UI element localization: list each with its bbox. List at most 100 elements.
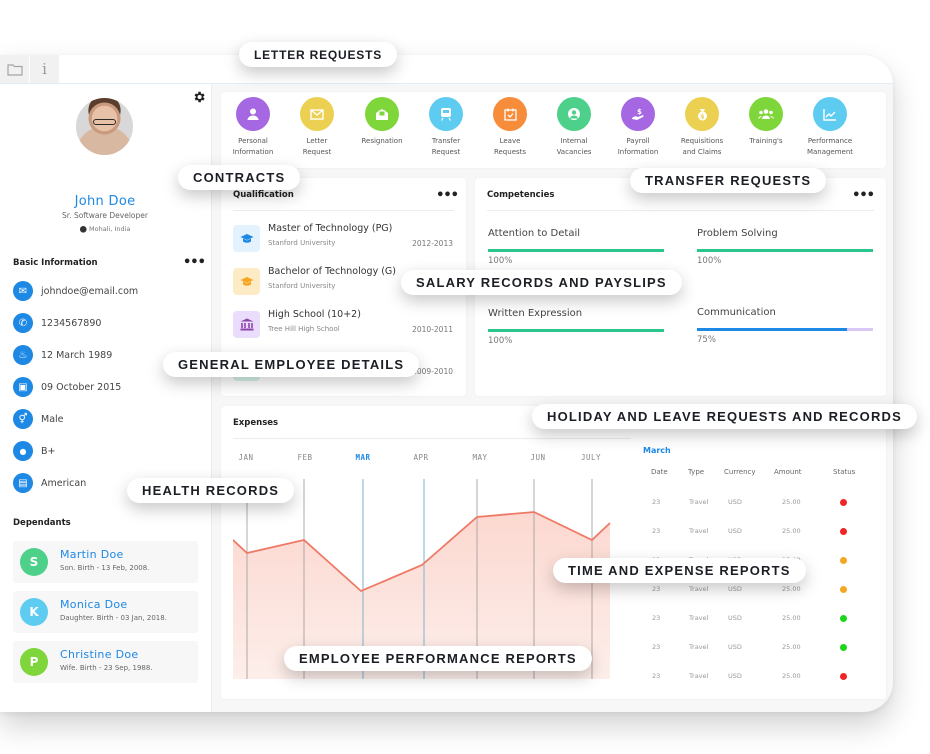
status-dot xyxy=(840,557,847,564)
hand-dollar-icon: $ xyxy=(632,108,644,120)
dependant-name: Christine Doe xyxy=(60,648,139,661)
dependant-card[interactable]: S Martin Doe Son. Birth - 13 Feb, 2008. xyxy=(13,541,198,583)
envelope-icon xyxy=(310,108,324,120)
qualification-more-button[interactable]: ••• xyxy=(436,188,459,203)
expense-row[interactable]: 23 Travel USD 25.00 xyxy=(641,585,881,597)
dependant-name: Monica Doe xyxy=(60,598,128,611)
institution-icon xyxy=(233,311,260,338)
info-icon: i xyxy=(42,60,47,78)
competencies-more-button[interactable]: ••• xyxy=(852,188,875,203)
money-bag-icon: $ xyxy=(697,109,707,121)
dependant-detail: Daughter. Birth - 03 Jan, 2018. xyxy=(60,614,167,622)
svg-text:$: $ xyxy=(637,108,642,116)
qualification-item[interactable]: High School (10+2) Tree Hill High School… xyxy=(233,309,455,339)
info-row-gender: ⚥ Male xyxy=(13,409,64,429)
competency-progress-bar xyxy=(488,329,664,332)
month-tab-apr[interactable]: APR xyxy=(413,453,429,462)
expense-row[interactable]: 23 Travel USD 25.00 xyxy=(641,672,881,684)
callout-time-expense: TIME AND EXPENSE REPORTS xyxy=(553,558,806,583)
status-dot xyxy=(840,673,847,680)
quick-link-leave-requests[interactable]: Leave Requests xyxy=(478,97,542,158)
birthday-cake-icon: ♨ xyxy=(13,345,33,365)
calendar-icon: ▣ xyxy=(13,377,33,397)
info-row-nationality: ▤ American xyxy=(13,473,86,493)
qualification-item[interactable]: Bachelor of Technology (G) Stanford Univ… xyxy=(233,266,455,296)
basic-info-title: Basic Information xyxy=(13,258,98,268)
settings-gear-icon[interactable] xyxy=(192,90,206,104)
folder-button[interactable] xyxy=(0,55,29,83)
expense-row[interactable]: 23 Travel USD 25.00 xyxy=(641,527,881,539)
svg-text:$: $ xyxy=(700,114,704,121)
callout-general-employee-details: GENERAL EMPLOYEE DETAILS xyxy=(163,352,420,377)
callout-letter-requests: LETTER REQUESTS xyxy=(239,42,398,67)
quick-link-requisitions-and-claims[interactable]: $ Requisitions and Claims xyxy=(670,97,734,158)
status-dot xyxy=(840,528,847,535)
email-icon: ✉ xyxy=(13,281,33,301)
callout-health-records: HEALTH RECORDS xyxy=(127,478,295,503)
quick-link-personal-information[interactable]: Personal Information xyxy=(221,97,285,158)
info-row-email: ✉ johndoe@email.com xyxy=(13,281,138,301)
dependant-avatar: P xyxy=(20,648,48,676)
quick-link-performance-management[interactable]: Performance Management xyxy=(798,97,862,158)
calendar-check-icon xyxy=(503,108,517,121)
dependant-card[interactable]: P Christine Doe Wife. Birth - 23 Sep, 19… xyxy=(13,641,198,683)
month-tab-may[interactable]: MAY xyxy=(472,453,488,462)
callout-contracts: CONTRACTS xyxy=(178,165,301,190)
info-button[interactable]: i xyxy=(30,55,59,83)
expense-row[interactable]: 23 Travel USD 25.00 xyxy=(641,498,881,510)
status-dot xyxy=(840,615,847,622)
quick-link-payroll-information[interactable]: $ Payroll Information xyxy=(606,97,670,158)
expense-table-month: March xyxy=(643,446,671,455)
folder-icon xyxy=(6,63,23,76)
train-icon xyxy=(440,108,452,121)
callout-holiday-leave: HOLIDAY AND LEAVE REQUESTS AND RECORDS xyxy=(532,404,917,429)
quick-links-bar: Personal Information Letter Request Resign… xyxy=(221,92,886,168)
id-card-icon: ▤ xyxy=(13,473,33,493)
month-tab-mar[interactable]: MAR xyxy=(355,453,371,462)
dependant-detail: Wife. Birth - 23 Sep, 1988. xyxy=(60,664,153,672)
competency-problem-solving: Problem Solving 100% xyxy=(697,228,873,266)
basic-info-more-button[interactable]: ••• xyxy=(183,255,206,270)
competency-progress-bar xyxy=(697,328,873,331)
competency-written-expression: Written Expression 100% xyxy=(488,308,664,346)
callout-transfer-requests: TRANSFER REQUESTS xyxy=(630,168,827,193)
expenses-title: Expenses xyxy=(233,418,279,428)
profile-role: Sr. Software Developer xyxy=(62,211,148,220)
profile-name: John Doe xyxy=(74,194,136,209)
gender-icon: ⚥ xyxy=(13,409,33,429)
quick-link-resignation[interactable]: Resignation xyxy=(350,97,414,147)
status-dot xyxy=(840,499,847,506)
graduation-cap-icon xyxy=(233,225,260,252)
qualification-item[interactable]: Master of Technology (PG) Stanford Unive… xyxy=(233,223,455,253)
month-tab-jun[interactable]: JUN xyxy=(530,453,546,462)
info-row-birthdate: ♨ 12 March 1989 xyxy=(13,345,112,365)
quick-link-transfer-request[interactable]: Transfer Request xyxy=(414,97,478,158)
month-tab-feb[interactable]: FEB xyxy=(297,453,313,462)
profile-avatar[interactable] xyxy=(76,98,133,155)
quick-link-letter-request[interactable]: Letter Request xyxy=(285,97,349,158)
month-tab-july[interactable]: JULY xyxy=(580,453,602,462)
competency-attention-to-detail: Attention to Detail 100% xyxy=(488,228,664,266)
top-toolbar: i xyxy=(0,55,893,84)
expense-row[interactable]: 23 Travel USD 25.00 xyxy=(641,643,881,655)
quick-link-internal-vacancies[interactable]: Internal Vacancies xyxy=(542,97,606,158)
expense-row[interactable]: 23 Travel USD 25.00 xyxy=(641,614,881,626)
dependant-detail: Son. Birth - 13 Feb, 2008. xyxy=(60,564,150,572)
competencies-title: Competencies xyxy=(487,190,555,200)
person-icon xyxy=(247,108,259,120)
dependant-card[interactable]: K Monica Doe Daughter. Birth - 03 Jan, 2… xyxy=(13,591,198,633)
graduation-cap-icon xyxy=(233,268,260,295)
dependant-avatar: K xyxy=(20,598,48,626)
chart-line-icon xyxy=(823,108,836,121)
profile-sidebar: John Doe Sr. Software Developer ⬤ Mohali… xyxy=(0,84,212,712)
qualification-title: Qualification xyxy=(233,190,294,200)
competency-progress-bar xyxy=(488,249,664,252)
info-row-join-date: ▣ 09 October 2015 xyxy=(13,377,121,397)
month-tab-jan[interactable]: JAN xyxy=(238,453,254,462)
dependants-title: Dependants xyxy=(13,518,71,528)
status-dot xyxy=(840,644,847,651)
quick-link-trainings[interactable]: Training's xyxy=(734,97,798,147)
dependant-name: Martin Doe xyxy=(60,548,124,561)
user-circle-icon xyxy=(568,108,580,120)
blood-drop-icon: ● xyxy=(13,441,33,461)
